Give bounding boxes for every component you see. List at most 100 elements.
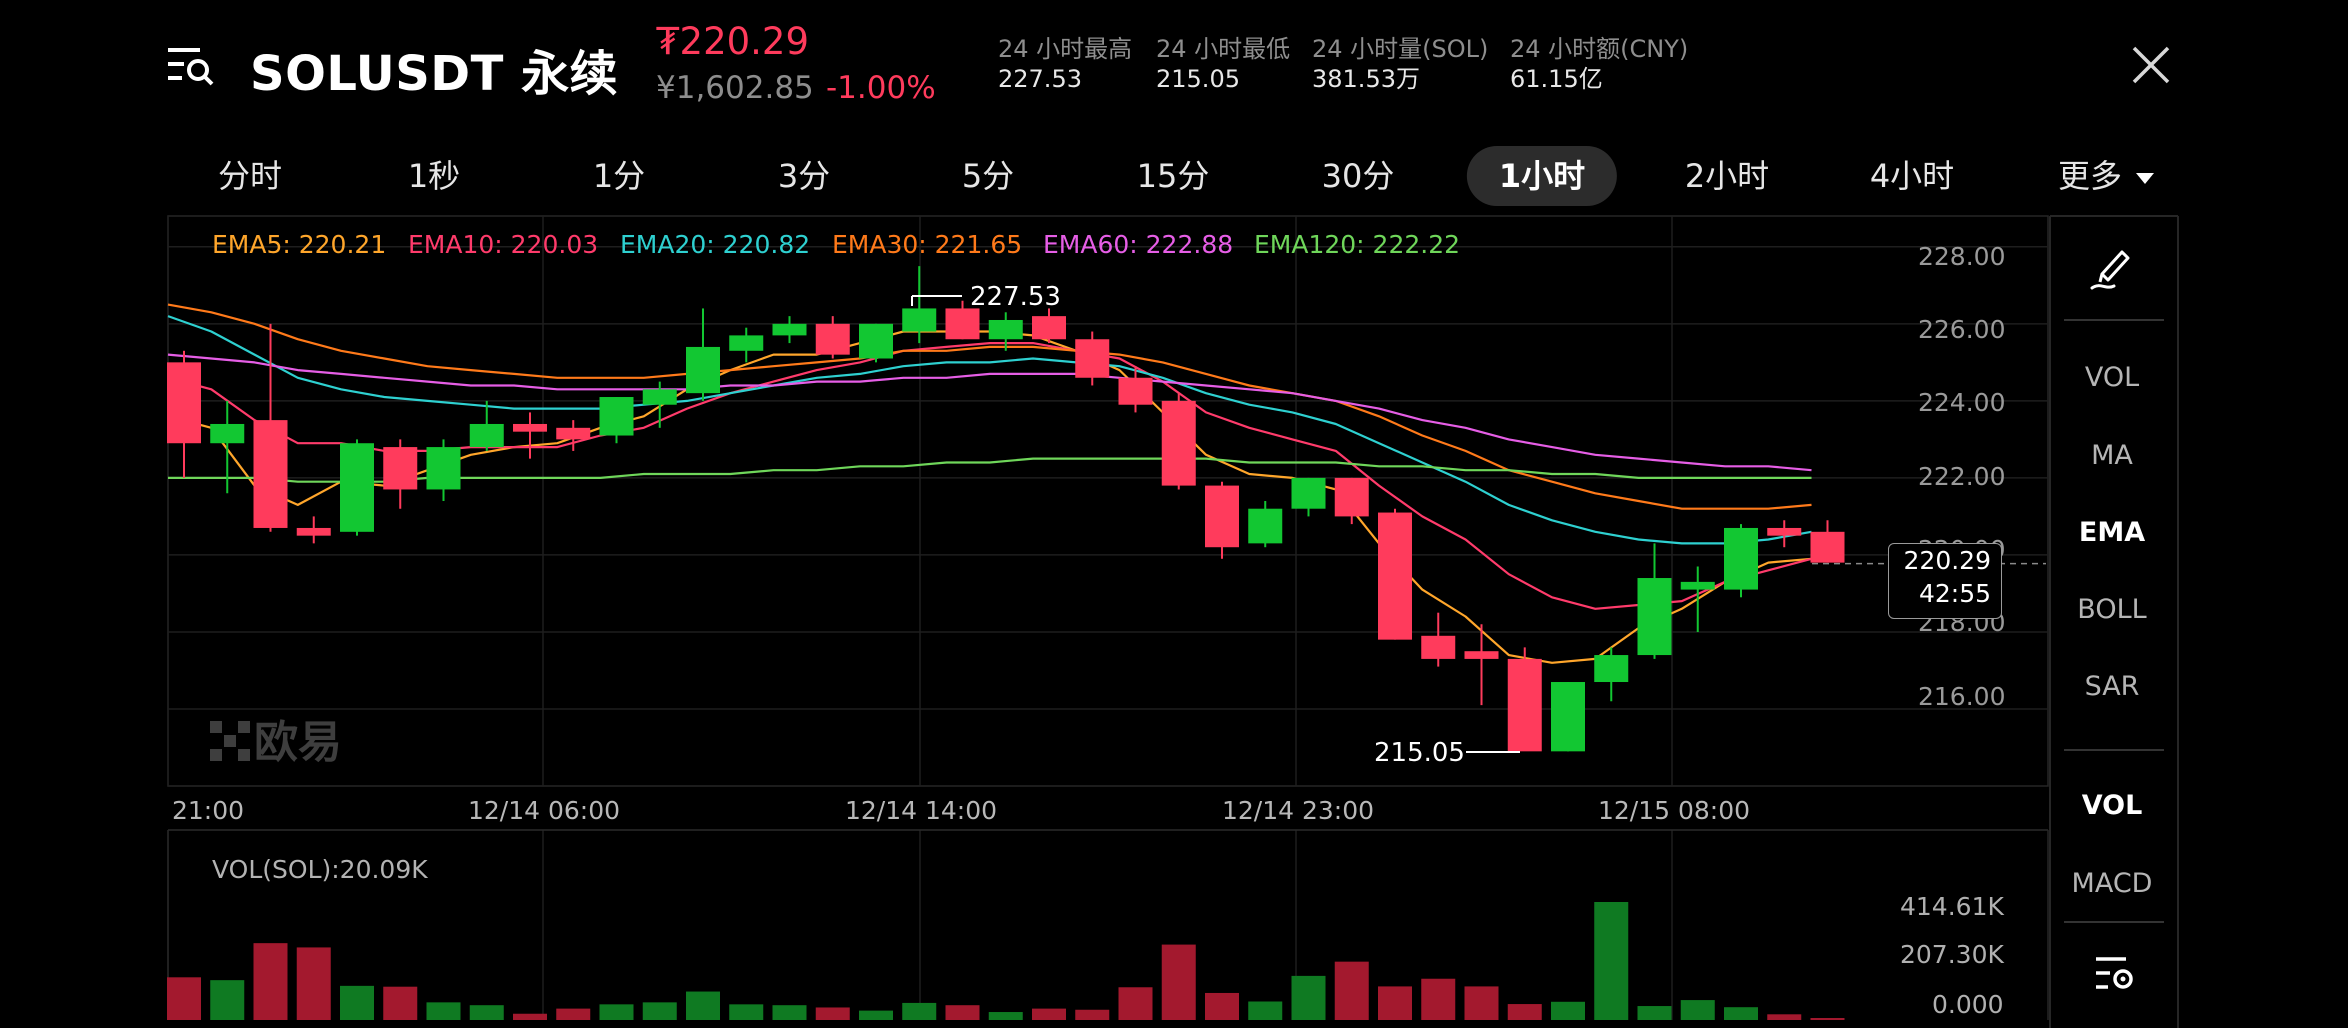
price-axis-label: 224.00	[1918, 388, 2006, 417]
volume-bar	[902, 1002, 937, 1020]
candle-body	[1118, 377, 1153, 405]
candle	[1378, 508, 1412, 640]
volume-axis-label: 0.000	[1932, 990, 2004, 1019]
stat-24h-volume: 24 小时量(SOL) 381.53万	[1312, 34, 1488, 94]
indicator-label: BOLL	[2077, 594, 2147, 625]
stat-24h-high: 24 小时最高 227.53	[998, 34, 1132, 94]
stat-value: 61.15亿	[1510, 65, 1603, 93]
volume-bar	[340, 985, 374, 1020]
volume-bar	[815, 1007, 850, 1020]
close-icon[interactable]	[2130, 44, 2172, 86]
ema20-value: EMA20: 220.82	[620, 230, 811, 259]
tab-1s[interactable]: 1秒	[407, 157, 461, 195]
candle-body	[815, 323, 850, 355]
volume-bar	[772, 1005, 807, 1020]
tab-fenshi[interactable]: 分时	[217, 157, 283, 195]
tab-4h[interactable]: 4小时	[1869, 157, 1955, 195]
indicator-settings-icon[interactable]	[2094, 955, 2134, 991]
stat-24h-low: 24 小时最低 215.05	[1156, 34, 1290, 94]
candle	[1767, 520, 1802, 548]
candle	[556, 420, 591, 451]
volume-bar	[1767, 1014, 1802, 1020]
volume-bar	[383, 986, 418, 1020]
volume-bar	[426, 1002, 461, 1020]
tab-3m[interactable]: 3分	[777, 157, 831, 195]
volume-bar	[1118, 987, 1153, 1020]
timeframe-tabs: 分时 1秒 1分 3分 5分 15分 30分 1小时 2小时 4小时 更多	[168, 146, 2168, 206]
volume-bar	[686, 991, 720, 1020]
candle-body	[686, 346, 720, 394]
candle-body	[1378, 512, 1412, 640]
candle	[1032, 308, 1066, 344]
current-price-tag: 220.29 42:55	[1888, 543, 2002, 619]
volume-bar	[1032, 1008, 1066, 1020]
candle-body	[1551, 682, 1585, 752]
ema60-line	[167, 353, 1812, 472]
candle-body	[1421, 635, 1456, 659]
symbol-title[interactable]: SOLUSDT 永续	[250, 46, 619, 102]
candle	[772, 316, 807, 344]
volume-bar	[599, 1004, 634, 1020]
candle-body	[167, 362, 201, 444]
price-axis-label: 226.00	[1918, 315, 2006, 344]
price-tag-countdown: 42:55	[1918, 579, 1991, 608]
candle-body	[988, 319, 1023, 340]
volume-bar	[513, 1013, 547, 1020]
tab-15m[interactable]: 15分	[1136, 157, 1210, 195]
time-axis-label: 12/14 06:00	[468, 796, 621, 825]
candle	[383, 439, 418, 509]
candle	[815, 316, 850, 359]
volume-bar	[1334, 961, 1369, 1020]
volume-bar	[1810, 1018, 1845, 1021]
candle	[988, 312, 1023, 351]
volume-bar	[253, 943, 288, 1020]
price-axis-label: 222.00	[1918, 462, 2006, 491]
volume-bar	[1680, 1000, 1715, 1020]
candle	[1075, 331, 1110, 386]
candle	[642, 381, 677, 428]
candle	[1334, 477, 1369, 525]
indicator-label: VOL	[2081, 790, 2143, 821]
cny-price: ¥1,602.85	[656, 70, 814, 106]
candle-body	[1205, 485, 1239, 548]
ema120-value: EMA120: 222.22	[1254, 230, 1461, 259]
stat-label: 24 小时最低	[1156, 35, 1291, 63]
tab-1h[interactable]: 1小时	[1466, 146, 1618, 206]
candle	[469, 400, 504, 451]
candle	[1464, 624, 1499, 706]
volume-bar	[556, 1008, 591, 1020]
price-tag-price: 220.29	[1903, 546, 1991, 575]
candle	[426, 439, 461, 501]
stat-value: 227.53	[998, 65, 1082, 93]
chevron-down-icon	[2136, 172, 2155, 184]
tab-5m[interactable]: 5分	[961, 157, 1015, 195]
candle-body	[1248, 508, 1283, 544]
candle-body	[642, 389, 677, 405]
tab-more-label: 更多	[2057, 157, 2123, 195]
ema30-value: EMA30: 221.65	[832, 230, 1023, 259]
tab-1m[interactable]: 1分	[592, 157, 646, 195]
tab-30m[interactable]: 30分	[1321, 157, 1395, 195]
candle-body	[340, 443, 374, 532]
time-axis-label: 12/14 14:00	[845, 796, 998, 825]
tab-2h[interactable]: 2小时	[1684, 157, 1770, 195]
candle-body	[859, 323, 893, 359]
volume-bar	[1594, 902, 1629, 1020]
volume-bar	[1075, 1009, 1110, 1020]
volume-label: VOL(SOL):20.09K	[212, 855, 428, 884]
draw-tool-icon[interactable]	[2090, 244, 2134, 292]
candle-body	[772, 323, 807, 336]
stat-label: 24 小时量(SOL)	[1312, 35, 1489, 63]
menu-search-icon[interactable]	[166, 44, 214, 88]
ema60-value: EMA60: 222.88	[1043, 230, 1234, 259]
candle-body	[1075, 339, 1110, 378]
stat-24h-turnover: 24 小时额(CNY) 61.15亿	[1510, 34, 1688, 94]
indicator-label: EMA	[2078, 517, 2146, 548]
volume-bar	[1724, 1007, 1758, 1020]
volume-bar	[1291, 975, 1326, 1020]
candle	[1637, 543, 1672, 659]
tab-more[interactable]: 更多	[2026, 146, 2186, 206]
volume-bar	[1378, 986, 1412, 1020]
candle-body	[556, 427, 591, 440]
